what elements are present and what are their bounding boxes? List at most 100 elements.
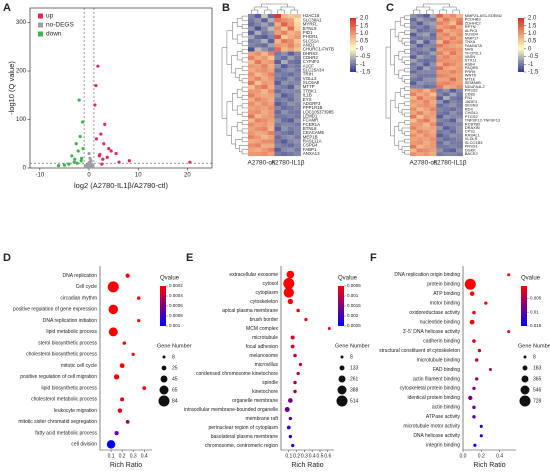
dot: [113, 374, 120, 380]
heat-cell: [416, 103, 424, 108]
heat-cell: [248, 51, 255, 56]
heat-cell: [423, 92, 430, 97]
term-label: microvillus: [255, 362, 279, 368]
heat-cell: [248, 110, 255, 115]
gene-label: CYP4F2: [303, 59, 320, 64]
heat-cell: [436, 122, 444, 127]
heat-cell: [449, 58, 457, 63]
heat-cell: [287, 80, 295, 86]
x-tick-label: 0.3: [130, 453, 137, 459]
heat-cell: [443, 133, 450, 138]
gene-label: NHS: [465, 47, 474, 52]
dot: [296, 308, 300, 313]
heat-cell: [254, 30, 262, 35]
heat-cell: [254, 122, 262, 127]
heat-cell: [449, 107, 457, 112]
x-tick-label: 0.5: [316, 453, 323, 459]
heat-cell: [449, 126, 457, 130]
heat-cell: [449, 144, 457, 149]
heat-cell: [429, 99, 437, 104]
heat-cell: [429, 51, 437, 56]
heat-cell: [449, 92, 457, 97]
heat-cell: [274, 76, 282, 81]
legend-title: Gene Number: [157, 343, 192, 349]
gene-label: BTNL9: [303, 26, 317, 31]
gene-label: MYRFL: [303, 22, 318, 27]
heat-cell: [429, 32, 437, 37]
size-key: [519, 395, 531, 407]
term-label: spindle: [262, 380, 278, 386]
colorbar-label: 0: [528, 46, 532, 52]
heat-cell: [261, 59, 268, 65]
heat-cell: [443, 40, 450, 44]
heat-cell: [456, 107, 463, 112]
heat-cell: [436, 28, 444, 33]
heat-cell: [416, 92, 424, 97]
y-axis-title: -log10 (Q value): [7, 61, 16, 115]
heat-cell: [261, 93, 268, 98]
heat-cell: [429, 96, 437, 101]
heat-cell: [287, 122, 295, 127]
gene-label: PRR9: [465, 69, 475, 74]
dot: [286, 270, 295, 279]
heat-cell: [248, 76, 255, 81]
term-label: DNA replication origin binding: [394, 272, 460, 278]
heat-cell: [449, 114, 457, 119]
heat-cell: [423, 70, 430, 74]
heat-cell: [254, 110, 262, 115]
heat-cell: [443, 96, 450, 101]
term-label: identical protein binding: [407, 395, 460, 401]
heat-cell: [261, 22, 268, 27]
heat-cell: [281, 22, 288, 27]
heat-cell: [423, 85, 430, 89]
heat-cell: [436, 36, 444, 41]
heat-cell: [416, 58, 424, 63]
gene-label: VLDLR: [465, 136, 478, 141]
heat-cell: [449, 103, 457, 108]
point: [88, 156, 92, 160]
point: [114, 151, 118, 156]
heat-cell: [287, 47, 295, 52]
heat-cell: [443, 17, 450, 22]
colorbar-label: 0.0002: [169, 283, 183, 288]
heat-cell: [443, 111, 450, 115]
gene-label: CPS1: [465, 129, 475, 134]
heat-cell: [274, 72, 282, 77]
heat-cell: [248, 151, 255, 157]
colorbar-label: 0.0006: [169, 303, 183, 308]
size-key: [523, 355, 527, 359]
dot: [474, 358, 479, 362]
heat-cell: [429, 58, 437, 63]
gene-label: PTGS2: [465, 114, 478, 119]
dot: [125, 420, 130, 424]
heat-cell: [281, 93, 288, 98]
heat-cell: [261, 89, 268, 94]
gene-label: BTNL8: [303, 126, 317, 131]
heat-cell: [261, 34, 268, 40]
dot: [472, 415, 476, 419]
x-axis-title: Rich Ratio: [473, 462, 505, 469]
term-label: chromosome, centromeric region: [205, 443, 278, 449]
x-tick-label: 0.0: [460, 453, 467, 459]
heat-cell: [416, 14, 424, 18]
heat-cell: [294, 34, 301, 40]
dot: [137, 319, 141, 323]
gene-label: CHI3L1: [465, 110, 478, 115]
heat-cell: [416, 21, 424, 26]
heat-cell: [449, 28, 457, 33]
point: [76, 149, 80, 153]
heat-cell: [410, 25, 417, 30]
heat-cell: [281, 97, 288, 102]
heat-cell: [294, 59, 301, 65]
dot: [107, 281, 119, 293]
heat-cell: [274, 39, 282, 44]
heat-cell: [429, 73, 437, 78]
heat-cell: [254, 97, 262, 102]
heat-cell: [281, 47, 288, 52]
heat-cell: [261, 39, 268, 44]
heat-cell: [274, 55, 282, 61]
heat-cell: [423, 96, 430, 101]
heat-cell: [456, 40, 463, 44]
heat-cell: [294, 122, 301, 127]
heat-cell: [261, 72, 268, 77]
